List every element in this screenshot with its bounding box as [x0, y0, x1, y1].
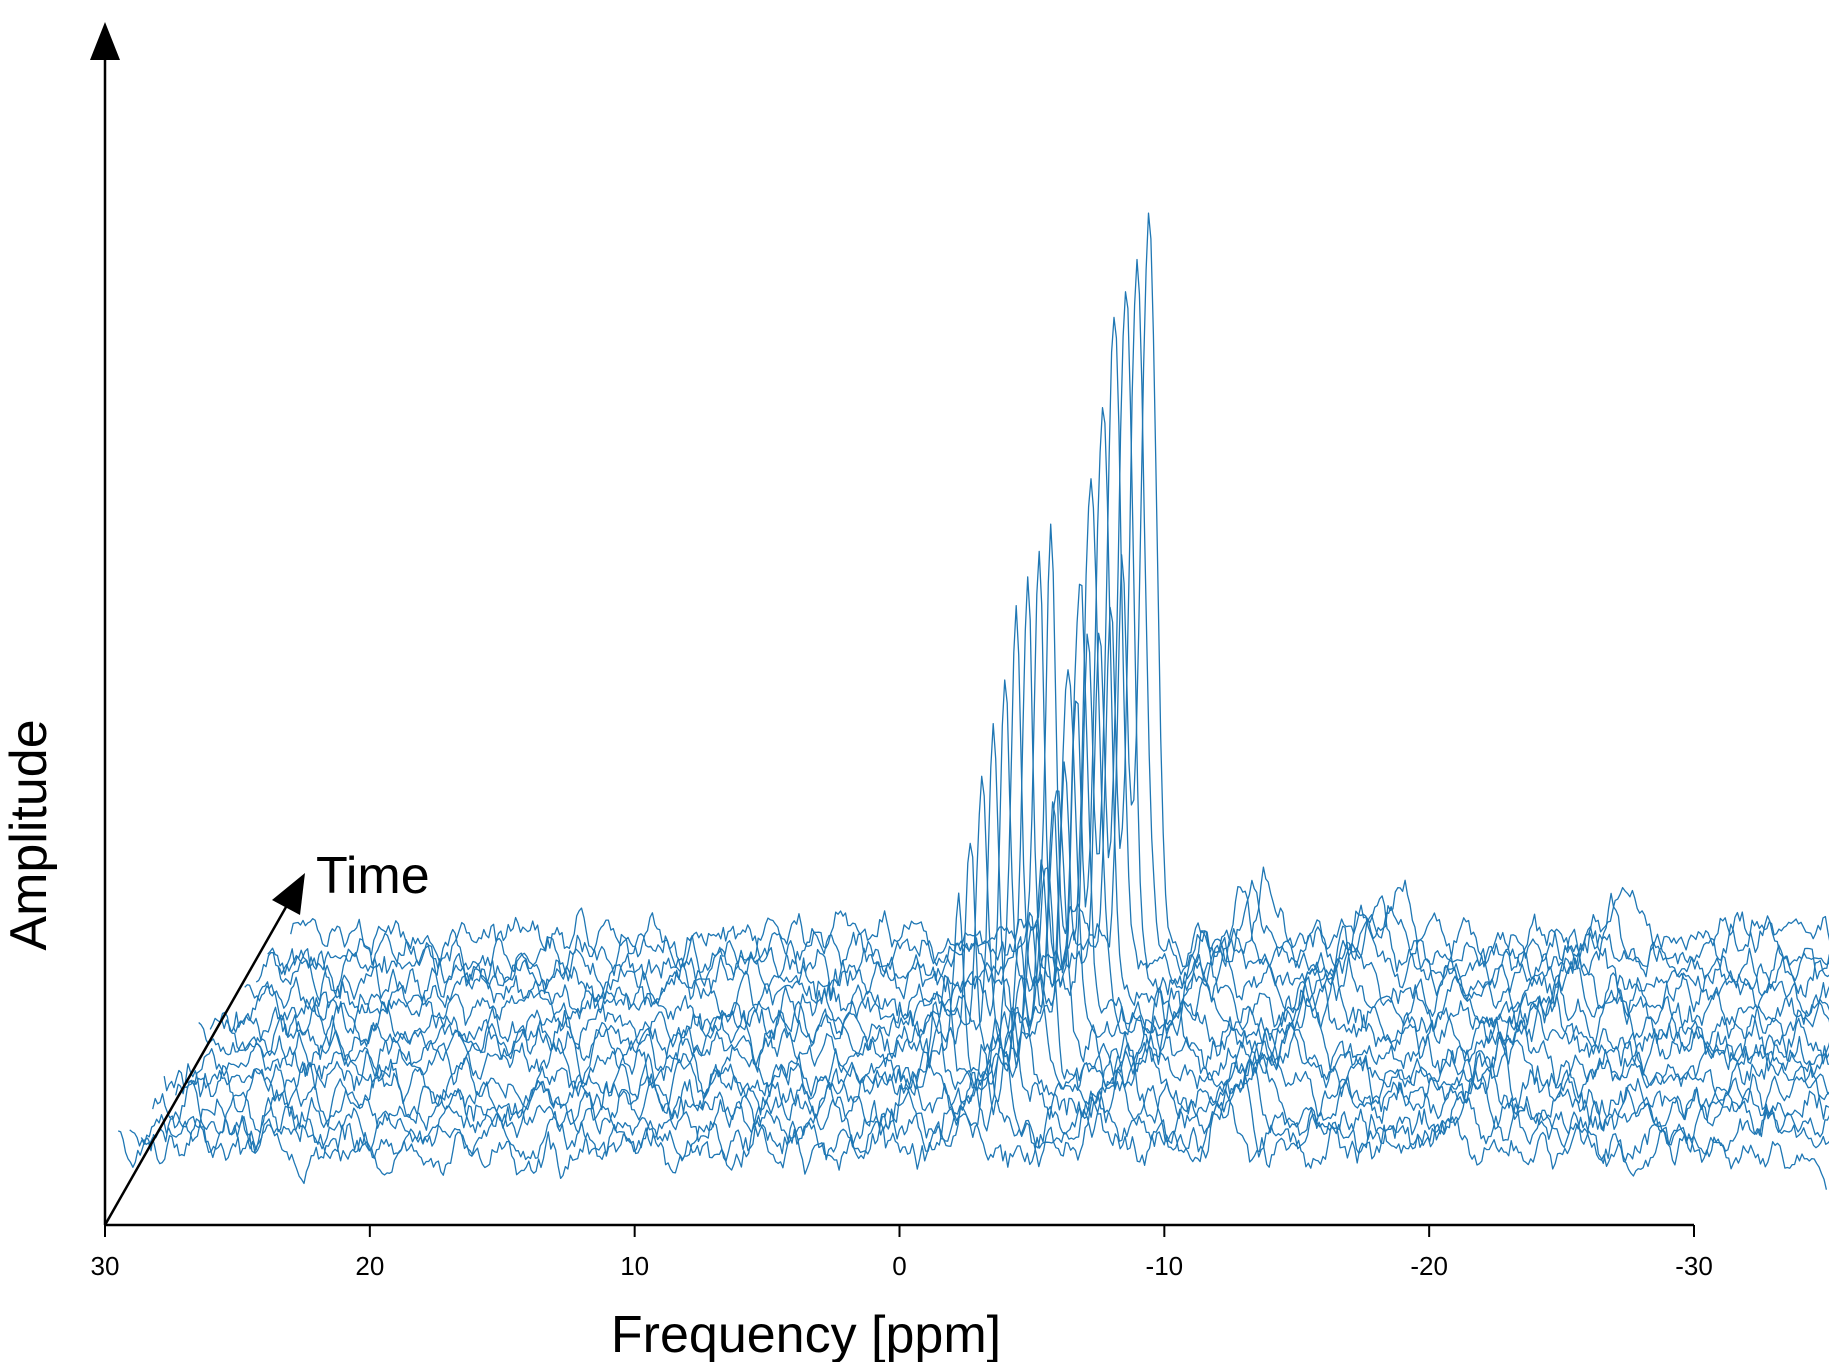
time-arrow-head [272, 873, 305, 915]
time-label: Time [316, 847, 430, 905]
spectrum-trace-3 [140, 1046, 1829, 1153]
time-arrow-line [103, 899, 292, 1226]
spectrum-trace-12 [244, 407, 1829, 1025]
x-tick-label: 0 [892, 1251, 906, 1281]
x-tick-label: 10 [620, 1251, 649, 1281]
spectrum-trace-13 [255, 316, 1829, 1006]
x-axis-title: Frequency [ppm] [611, 1306, 1001, 1362]
spectrum-trace-11 [232, 478, 1829, 1039]
spectrum-trace-2 [129, 1059, 1829, 1168]
x-tick-label: 20 [355, 1251, 384, 1281]
spectrum-trace-4 [152, 1006, 1829, 1139]
spectrum-trace-9 [209, 669, 1829, 1073]
spectrum-trace-6 [175, 923, 1829, 1114]
spectra-group [117, 212, 1829, 1190]
x-tick-label: -20 [1410, 1251, 1448, 1281]
x-tick-label: 30 [91, 1251, 120, 1281]
spectrum-trace-1 [117, 1088, 1828, 1190]
y-axis-arrow-head [90, 22, 120, 60]
spectrum-trace-15 [278, 258, 1829, 987]
x-ticks-group: 30 20 10 0 -10 -20 -30 [91, 1225, 1713, 1281]
y-axis-title: Amplitude [0, 719, 58, 950]
x-tick-label: -30 [1675, 1251, 1713, 1281]
spectrum-trace-8 [198, 790, 1829, 1087]
spectrum-trace-5 [163, 974, 1829, 1132]
spectrum-trace-10 [221, 583, 1829, 1054]
x-tick-label: -10 [1146, 1251, 1184, 1281]
